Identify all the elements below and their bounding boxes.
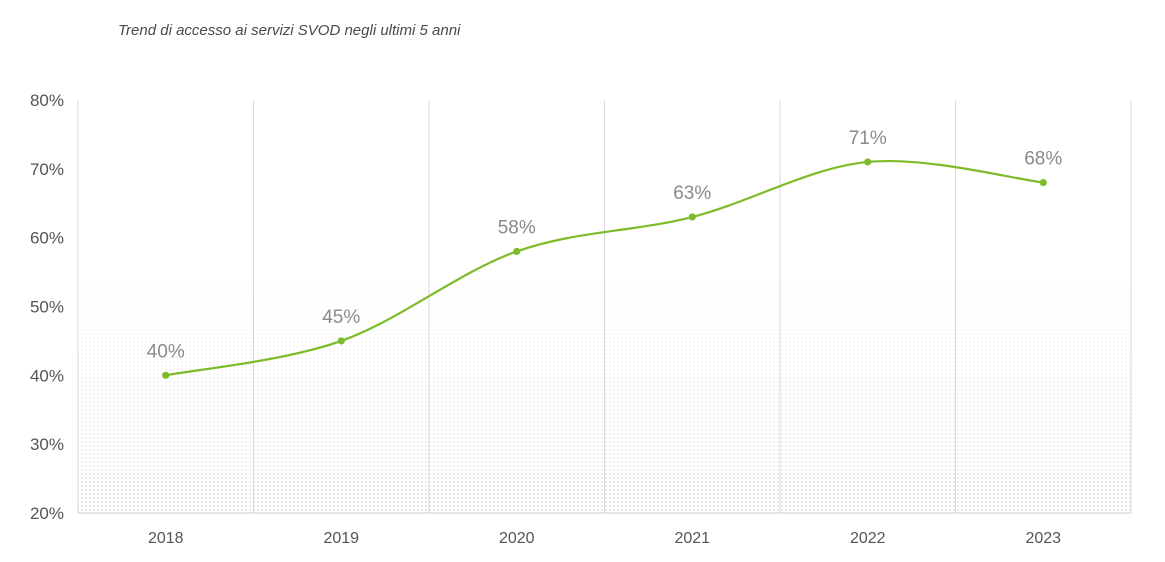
data-point bbox=[688, 213, 696, 221]
data-points bbox=[162, 158, 1047, 379]
grid-lines bbox=[77, 100, 1132, 514]
x-tick-label: 2022 bbox=[850, 530, 886, 547]
data-point bbox=[337, 337, 345, 345]
y-tick-label: 20% bbox=[30, 504, 64, 523]
data-point bbox=[864, 158, 872, 166]
y-tick-label: 40% bbox=[30, 366, 64, 385]
y-tick-label: 60% bbox=[30, 229, 64, 248]
y-tick-label: 70% bbox=[30, 160, 64, 179]
series-line bbox=[164, 160, 1045, 377]
data-label: 40% bbox=[147, 341, 185, 362]
x-axis: 2018 2019 2020 2021 2022 2023 bbox=[148, 530, 1061, 547]
data-label: 45% bbox=[322, 307, 360, 328]
data-label: 71% bbox=[849, 128, 887, 149]
data-point bbox=[513, 247, 521, 256]
x-tick-label: 2023 bbox=[1025, 530, 1061, 547]
data-point bbox=[1039, 179, 1047, 187]
data-labels: 40% 45% 58% 63% 71% 68% bbox=[147, 128, 1063, 362]
data-label: 63% bbox=[673, 183, 711, 204]
y-tick-label: 80% bbox=[30, 91, 64, 110]
x-tick-label: 2019 bbox=[323, 530, 359, 547]
x-tick-label: 2020 bbox=[499, 530, 535, 547]
y-axis: 20% 30% 40% 50% 60% 70% 80% bbox=[30, 91, 64, 523]
y-tick-label: 50% bbox=[30, 298, 64, 317]
data-point bbox=[162, 371, 170, 379]
series-path bbox=[164, 160, 1045, 377]
x-tick-label: 2018 bbox=[148, 530, 184, 547]
data-label: 68% bbox=[1024, 149, 1062, 170]
x-tick-label: 2021 bbox=[674, 530, 710, 547]
y-tick-label: 30% bbox=[30, 435, 64, 454]
chart-subtitle: Trend di accesso ai servizi SVOD negli u… bbox=[118, 22, 461, 39]
data-label: 58% bbox=[498, 217, 536, 238]
